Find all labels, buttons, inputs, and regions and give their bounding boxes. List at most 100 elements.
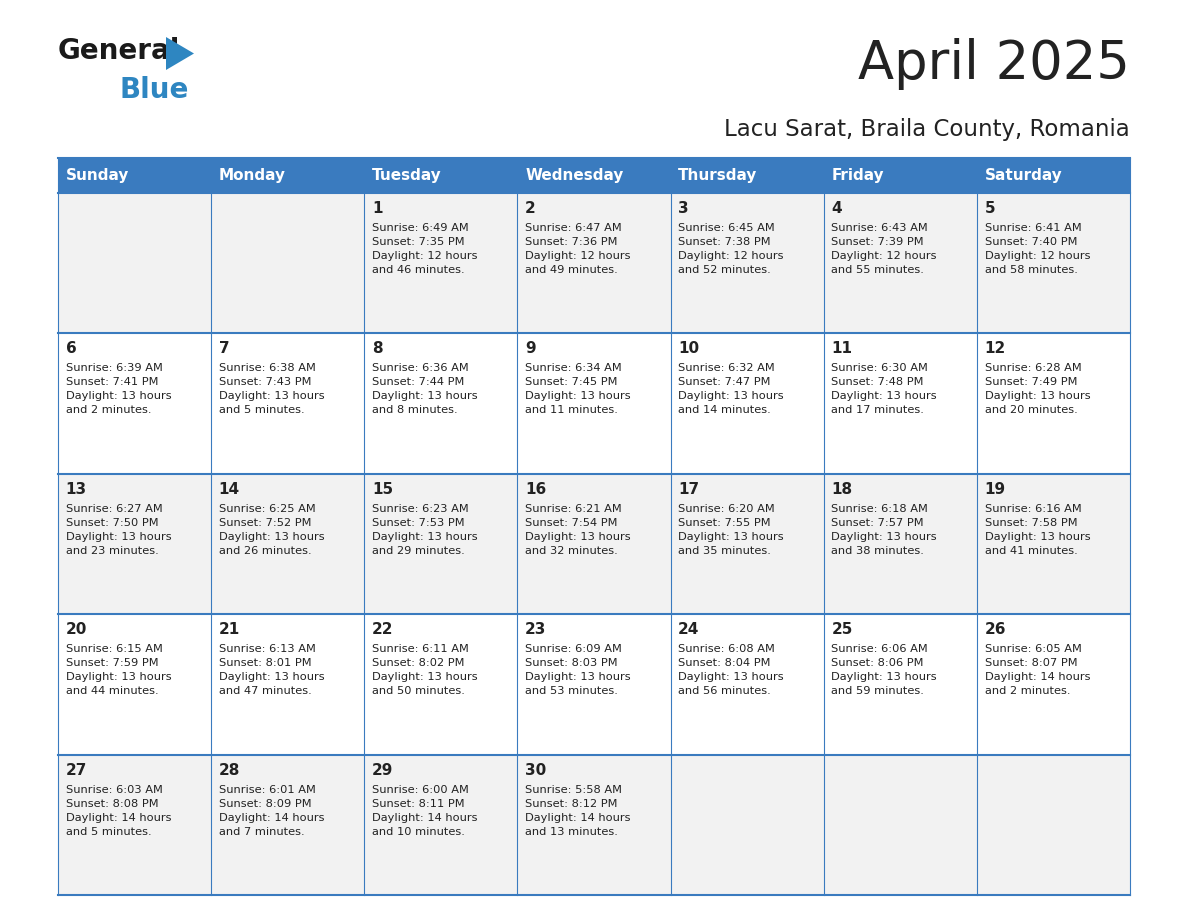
Bar (58, 333, 211, 474)
Text: Sunrise: 6:01 AM
Sunset: 8:09 PM
Daylight: 14 hours
and 7 minutes.: Sunrise: 6:01 AM Sunset: 8:09 PM Dayligh… (219, 785, 324, 836)
Text: Blue: Blue (120, 76, 189, 104)
Text: Saturday: Saturday (985, 168, 1062, 183)
Text: Friday: Friday (832, 168, 884, 183)
Text: Sunrise: 6:09 AM
Sunset: 8:03 PM
Daylight: 13 hours
and 53 minutes.: Sunrise: 6:09 AM Sunset: 8:03 PM Dayligh… (525, 644, 631, 696)
Text: Sunrise: 6:25 AM
Sunset: 7:52 PM
Daylight: 13 hours
and 26 minutes.: Sunrise: 6:25 AM Sunset: 7:52 PM Dayligh… (219, 504, 324, 555)
Text: 2: 2 (525, 201, 536, 216)
Text: Tuesday: Tuesday (372, 168, 442, 183)
Bar (58, 193, 211, 333)
Text: Sunrise: 6:16 AM
Sunset: 7:58 PM
Daylight: 13 hours
and 41 minutes.: Sunrise: 6:16 AM Sunset: 7:58 PM Dayligh… (985, 504, 1091, 555)
Text: 20: 20 (65, 622, 87, 637)
Bar (670, 755, 823, 895)
Bar (823, 333, 977, 474)
Bar (518, 474, 670, 614)
Text: 1: 1 (372, 201, 383, 216)
Text: 26: 26 (985, 622, 1006, 637)
Bar (365, 474, 518, 614)
Text: Sunrise: 6:32 AM
Sunset: 7:47 PM
Daylight: 13 hours
and 14 minutes.: Sunrise: 6:32 AM Sunset: 7:47 PM Dayligh… (678, 364, 784, 416)
Text: 27: 27 (65, 763, 87, 778)
Text: Sunrise: 5:58 AM
Sunset: 8:12 PM
Daylight: 14 hours
and 13 minutes.: Sunrise: 5:58 AM Sunset: 8:12 PM Dayligh… (525, 785, 631, 836)
Text: 25: 25 (832, 622, 853, 637)
Bar (823, 193, 977, 333)
Text: 3: 3 (678, 201, 689, 216)
Text: General: General (58, 37, 181, 65)
Text: Sunrise: 6:27 AM
Sunset: 7:50 PM
Daylight: 13 hours
and 23 minutes.: Sunrise: 6:27 AM Sunset: 7:50 PM Dayligh… (65, 504, 171, 555)
Text: Sunrise: 6:21 AM
Sunset: 7:54 PM
Daylight: 13 hours
and 32 minutes.: Sunrise: 6:21 AM Sunset: 7:54 PM Dayligh… (525, 504, 631, 555)
Text: Sunrise: 6:36 AM
Sunset: 7:44 PM
Daylight: 13 hours
and 8 minutes.: Sunrise: 6:36 AM Sunset: 7:44 PM Dayligh… (372, 364, 478, 416)
Text: 30: 30 (525, 763, 546, 778)
Text: 15: 15 (372, 482, 393, 497)
Bar (670, 474, 823, 614)
Bar (518, 755, 670, 895)
Bar (823, 474, 977, 614)
Text: 11: 11 (832, 341, 852, 356)
Text: Sunrise: 6:20 AM
Sunset: 7:55 PM
Daylight: 13 hours
and 35 minutes.: Sunrise: 6:20 AM Sunset: 7:55 PM Dayligh… (678, 504, 784, 555)
Text: Lacu Sarat, Braila County, Romania: Lacu Sarat, Braila County, Romania (725, 118, 1130, 141)
Text: Sunday: Sunday (65, 168, 129, 183)
Text: 13: 13 (65, 482, 87, 497)
Bar (211, 474, 365, 614)
Text: Sunrise: 6:11 AM
Sunset: 8:02 PM
Daylight: 13 hours
and 50 minutes.: Sunrise: 6:11 AM Sunset: 8:02 PM Dayligh… (372, 644, 478, 696)
Text: Sunrise: 6:00 AM
Sunset: 8:11 PM
Daylight: 14 hours
and 10 minutes.: Sunrise: 6:00 AM Sunset: 8:11 PM Dayligh… (372, 785, 478, 836)
Text: 16: 16 (525, 482, 546, 497)
Text: Wednesday: Wednesday (525, 168, 624, 183)
Text: Monday: Monday (219, 168, 286, 183)
Bar (518, 333, 670, 474)
Bar (58, 158, 1130, 193)
Text: 23: 23 (525, 622, 546, 637)
Text: Sunrise: 6:03 AM
Sunset: 8:08 PM
Daylight: 14 hours
and 5 minutes.: Sunrise: 6:03 AM Sunset: 8:08 PM Dayligh… (65, 785, 171, 836)
Bar (823, 755, 977, 895)
Text: Sunrise: 6:38 AM
Sunset: 7:43 PM
Daylight: 13 hours
and 5 minutes.: Sunrise: 6:38 AM Sunset: 7:43 PM Dayligh… (219, 364, 324, 416)
Bar (670, 333, 823, 474)
Bar (365, 193, 518, 333)
Bar (211, 333, 365, 474)
Text: Sunrise: 6:15 AM
Sunset: 7:59 PM
Daylight: 13 hours
and 44 minutes.: Sunrise: 6:15 AM Sunset: 7:59 PM Dayligh… (65, 644, 171, 696)
Bar (670, 193, 823, 333)
Text: 12: 12 (985, 341, 1006, 356)
Text: 6: 6 (65, 341, 76, 356)
Text: Thursday: Thursday (678, 168, 758, 183)
Text: 29: 29 (372, 763, 393, 778)
Text: Sunrise: 6:05 AM
Sunset: 8:07 PM
Daylight: 14 hours
and 2 minutes.: Sunrise: 6:05 AM Sunset: 8:07 PM Dayligh… (985, 644, 1091, 696)
Bar (365, 755, 518, 895)
Text: 18: 18 (832, 482, 853, 497)
Text: Sunrise: 6:43 AM
Sunset: 7:39 PM
Daylight: 12 hours
and 55 minutes.: Sunrise: 6:43 AM Sunset: 7:39 PM Dayligh… (832, 223, 937, 275)
Text: 17: 17 (678, 482, 700, 497)
Text: Sunrise: 6:06 AM
Sunset: 8:06 PM
Daylight: 13 hours
and 59 minutes.: Sunrise: 6:06 AM Sunset: 8:06 PM Dayligh… (832, 644, 937, 696)
Text: Sunrise: 6:13 AM
Sunset: 8:01 PM
Daylight: 13 hours
and 47 minutes.: Sunrise: 6:13 AM Sunset: 8:01 PM Dayligh… (219, 644, 324, 696)
Bar (365, 614, 518, 755)
Text: 5: 5 (985, 201, 996, 216)
Text: Sunrise: 6:49 AM
Sunset: 7:35 PM
Daylight: 12 hours
and 46 minutes.: Sunrise: 6:49 AM Sunset: 7:35 PM Dayligh… (372, 223, 478, 275)
Text: Sunrise: 6:41 AM
Sunset: 7:40 PM
Daylight: 12 hours
and 58 minutes.: Sunrise: 6:41 AM Sunset: 7:40 PM Dayligh… (985, 223, 1091, 275)
Text: Sunrise: 6:39 AM
Sunset: 7:41 PM
Daylight: 13 hours
and 2 minutes.: Sunrise: 6:39 AM Sunset: 7:41 PM Dayligh… (65, 364, 171, 416)
Text: 24: 24 (678, 622, 700, 637)
Text: Sunrise: 6:08 AM
Sunset: 8:04 PM
Daylight: 13 hours
and 56 minutes.: Sunrise: 6:08 AM Sunset: 8:04 PM Dayligh… (678, 644, 784, 696)
Text: 14: 14 (219, 482, 240, 497)
Text: 21: 21 (219, 622, 240, 637)
Text: Sunrise: 6:23 AM
Sunset: 7:53 PM
Daylight: 13 hours
and 29 minutes.: Sunrise: 6:23 AM Sunset: 7:53 PM Dayligh… (372, 504, 478, 555)
Text: Sunrise: 6:28 AM
Sunset: 7:49 PM
Daylight: 13 hours
and 20 minutes.: Sunrise: 6:28 AM Sunset: 7:49 PM Dayligh… (985, 364, 1091, 416)
Bar (977, 333, 1130, 474)
Bar (977, 755, 1130, 895)
Text: 28: 28 (219, 763, 240, 778)
Bar (977, 474, 1130, 614)
Text: Sunrise: 6:18 AM
Sunset: 7:57 PM
Daylight: 13 hours
and 38 minutes.: Sunrise: 6:18 AM Sunset: 7:57 PM Dayligh… (832, 504, 937, 555)
Polygon shape (166, 37, 194, 70)
Text: Sunrise: 6:47 AM
Sunset: 7:36 PM
Daylight: 12 hours
and 49 minutes.: Sunrise: 6:47 AM Sunset: 7:36 PM Dayligh… (525, 223, 631, 275)
Bar (211, 614, 365, 755)
Text: 22: 22 (372, 622, 393, 637)
Text: 4: 4 (832, 201, 842, 216)
Bar (58, 474, 211, 614)
Text: Sunrise: 6:30 AM
Sunset: 7:48 PM
Daylight: 13 hours
and 17 minutes.: Sunrise: 6:30 AM Sunset: 7:48 PM Dayligh… (832, 364, 937, 416)
Text: 7: 7 (219, 341, 229, 356)
Bar (518, 614, 670, 755)
Text: Sunrise: 6:45 AM
Sunset: 7:38 PM
Daylight: 12 hours
and 52 minutes.: Sunrise: 6:45 AM Sunset: 7:38 PM Dayligh… (678, 223, 784, 275)
Bar (670, 614, 823, 755)
Text: Sunrise: 6:34 AM
Sunset: 7:45 PM
Daylight: 13 hours
and 11 minutes.: Sunrise: 6:34 AM Sunset: 7:45 PM Dayligh… (525, 364, 631, 416)
Text: 19: 19 (985, 482, 1005, 497)
Bar (211, 755, 365, 895)
Text: 9: 9 (525, 341, 536, 356)
Bar (977, 193, 1130, 333)
Bar (211, 193, 365, 333)
Bar (58, 614, 211, 755)
